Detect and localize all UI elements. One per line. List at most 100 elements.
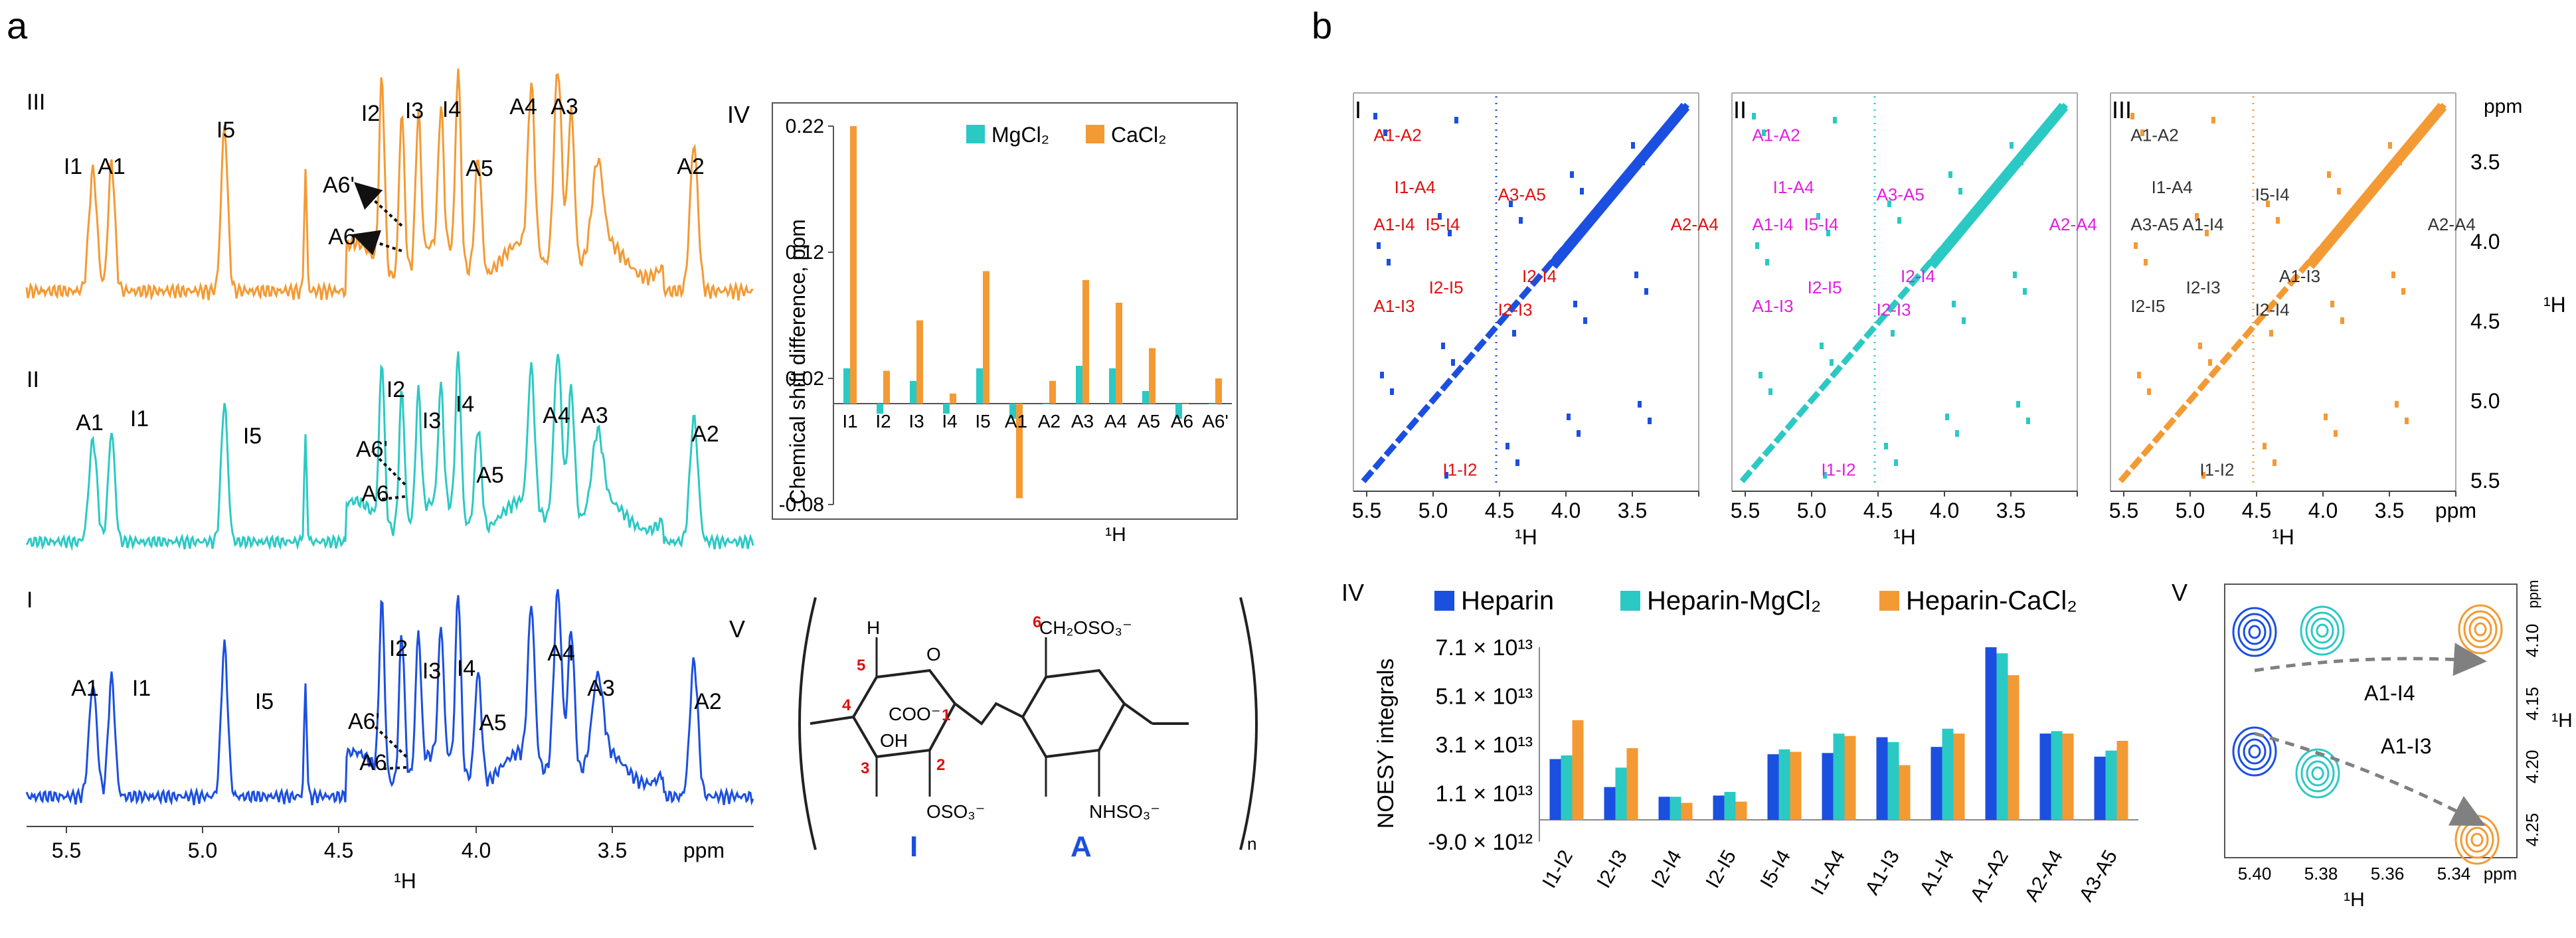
noesy-label-II: II — [1733, 96, 1747, 123]
shift-bar — [1149, 348, 1156, 404]
spectrum-label-II: II — [27, 367, 39, 392]
noesy-ytick: 5.0 — [2470, 389, 2500, 413]
peak-I-I2: I2 — [389, 636, 408, 661]
arrow-a1-i4 — [2254, 643, 2487, 676]
shift-xtick: A2 — [1038, 411, 1061, 431]
struct-o: O — [926, 644, 941, 664]
noesy-bar — [1942, 728, 1954, 821]
noesy-bar — [1822, 753, 1834, 821]
noesy-ytick: 7.1 × 10¹³ — [1436, 635, 1533, 661]
noesy-ytick: -9.0 × 10¹² — [1428, 830, 1533, 855]
pos-5-I: 5 — [857, 657, 865, 674]
noesy-bar — [1626, 747, 1638, 821]
noesy-axis-labels: I II III — [1355, 96, 2132, 123]
struct-h: H — [867, 617, 880, 638]
crosspeak-label: I5-I4 — [1804, 214, 1838, 234]
shift-xtick: A3 — [1071, 411, 1094, 431]
zoom-xtick-5.38: 5.38 — [2304, 864, 2338, 884]
shift-bar — [943, 404, 950, 414]
spectrum-trace — [25, 351, 754, 552]
shift-y-axis: 0.22 0.12 0.02 -0.08 — [779, 116, 1232, 516]
noesy-bar — [1615, 767, 1627, 821]
noesy-xtick: 4.0 — [1551, 499, 1581, 522]
shift-xtick: A6 — [1171, 411, 1193, 431]
noesy-bar — [1670, 797, 1681, 821]
struct-ch2oso3: CH₂OSO₃⁻ — [1039, 617, 1132, 638]
noesy-bar — [1953, 734, 1965, 821]
noesy-xtick: I2-I4 — [1647, 846, 1686, 892]
noesy-bar — [2008, 675, 2019, 821]
crosspeak-label: A1-A2 — [1752, 125, 1800, 145]
shift-bar — [916, 320, 923, 404]
zoom-xlabel: ¹H — [2344, 889, 2365, 911]
zoom-contour — [2474, 622, 2487, 637]
zoom-xtick-5.34: 5.34 — [2437, 864, 2471, 884]
noesy-bar — [1833, 734, 1845, 821]
peak-III-I3: I3 — [405, 98, 424, 123]
crosspeak-label: A2-A4 — [2428, 214, 2476, 234]
zoom-contour — [2310, 617, 2334, 644]
legend-label: Heparin-MgCl₂ — [1647, 586, 1821, 615]
noesy-bar — [2039, 734, 2051, 821]
a6-arrows — [351, 182, 408, 770]
crosspeak-label: I5-I4 — [2255, 185, 2290, 204]
zoom-yunit: ppm — [2525, 580, 2541, 609]
shift-bar — [1082, 279, 1089, 404]
a-xtick-5.0: 5.0 — [188, 838, 217, 862]
peak-III-I1: I1 — [64, 154, 82, 179]
peak-I-I5: I5 — [255, 689, 274, 714]
peak-II-A6: A6 — [361, 481, 389, 507]
noesy-xtick: A2-A4 — [2021, 846, 2067, 905]
a-xtick-4.5: 4.5 — [324, 838, 353, 862]
a-xaxis-label: ¹H — [394, 869, 416, 893]
panel-a-v-label: V — [729, 615, 745, 643]
struct-oh: OH — [880, 730, 908, 751]
zoom-contour — [2295, 748, 2340, 799]
peak-III-A2: A2 — [677, 154, 705, 179]
noesy-xtick: I2-I5 — [1701, 846, 1741, 892]
panel-a-iv-label: IV — [727, 101, 750, 128]
noesy-xlabel: ¹H — [1893, 525, 1916, 549]
noesy-xtick: 3.5 — [1996, 499, 2025, 522]
noesy-xtick: I1-I2 — [1538, 846, 1577, 892]
zoom-contour — [2316, 623, 2329, 638]
zoom-contour — [2248, 744, 2261, 759]
shift-xtick: I4 — [942, 411, 957, 431]
shift-diff-chart: IV Chemical shift difference, ppm 0.220.… — [727, 101, 1238, 546]
noesy-ylabel: NOESY integrals — [1373, 659, 1399, 828]
noesy-bar — [1767, 754, 1779, 821]
crosspeak-label: I1-A4 — [1773, 177, 1814, 197]
a-xtick-ppm: ppm — [683, 838, 725, 862]
pos-1-I: 1 — [942, 706, 950, 724]
peak-II-I2: I2 — [386, 377, 405, 402]
noesy-bar — [1931, 747, 1942, 821]
nmr-spectra — [25, 68, 754, 806]
zoom-contour — [2300, 605, 2345, 656]
zoom-xtick-5.36: 5.36 — [2371, 864, 2405, 884]
noesy-bar — [1985, 647, 1997, 821]
crosspeak-label: A2-A4 — [2049, 214, 2097, 234]
crosspeak-label: I2-I3 — [1498, 300, 1533, 320]
noesy-xtick: 3.5 — [2375, 499, 2404, 522]
struct-nhso3: NHSO₃⁻ — [1089, 801, 1160, 822]
noesy-bar — [2116, 741, 2128, 821]
noesy-xtick: A1-I3 — [1861, 846, 1904, 899]
crosspeak-label: I2-I5 — [1808, 277, 1842, 297]
shift-ytick: 0.02 — [786, 368, 824, 390]
panel-a-x-axis: 5.5 5.0 4.5 4.0 3.5 ppm ¹H — [27, 826, 754, 893]
noesy-ytick: 5.5 — [2470, 469, 2500, 493]
zoom-contour — [2300, 754, 2335, 793]
noesy-bar — [2062, 734, 2074, 821]
zoom-contour — [2237, 613, 2272, 651]
peak-II-A1: A1 — [76, 410, 104, 435]
zoom-contour — [2232, 726, 2277, 777]
noesy-bar — [1658, 797, 1670, 821]
noesy-bar — [2094, 756, 2106, 821]
crosspeak-label: I2-I4 — [1901, 266, 1935, 286]
shift-bar — [843, 368, 850, 404]
noesy-x-ticks: I1-I2 I2-I3 I2-I4 I2-I5 I5-I4 I1-A4 A1-I3 A1-I4… — [1538, 846, 2122, 905]
noesy-bar — [1996, 653, 2008, 821]
crosspeak-label: I1-I2 — [1821, 459, 1855, 479]
a-xtick-4.0: 4.0 — [462, 838, 491, 862]
